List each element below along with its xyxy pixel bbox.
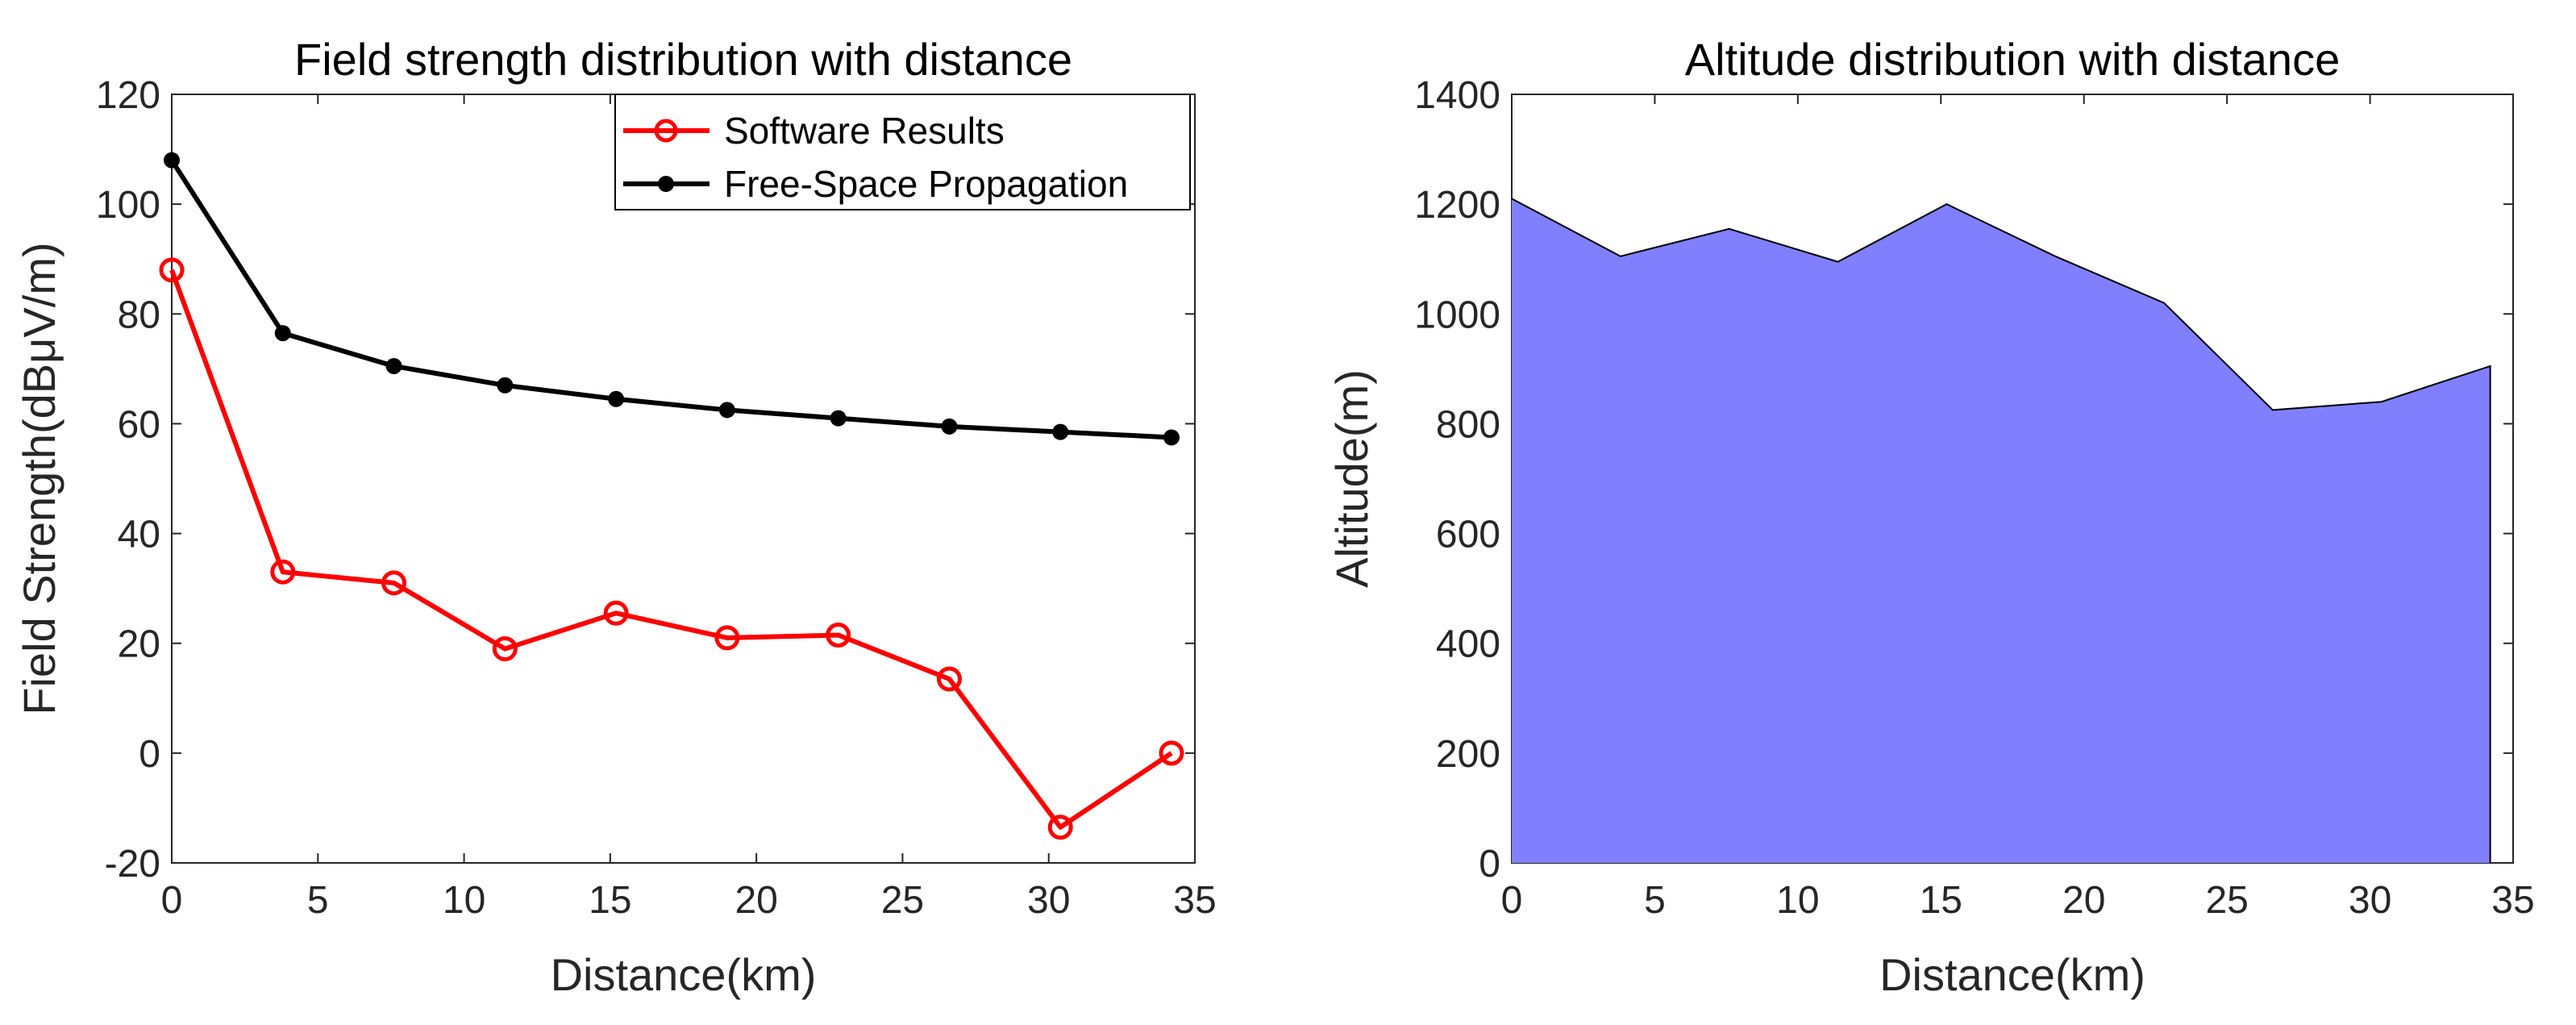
x-tick-label: 0 [1501,879,1523,922]
free-space-point [497,377,514,394]
free-space-point [830,410,847,427]
altitude-outline [1511,198,2491,863]
x-tick-label: 20 [735,879,777,922]
legend: Software Results Free-Space Propagation [614,94,1191,210]
y-tick-label: 1200 [1414,184,1500,227]
altitude-chart: Altitude distribution with distance Dist… [1326,34,2535,1000]
plot-marks [1511,198,2491,864]
y-tick-label: 400 [1436,623,1500,666]
software-results-point [1047,815,1073,840]
plot-marks [159,152,1184,840]
y-tick-label: 1400 [1414,74,1500,117]
y-tick-label: 600 [1436,514,1500,556]
altitude-area [1512,198,2491,864]
x-tick-label: 10 [1776,879,1819,922]
software-results-point [159,257,185,283]
free-space-point [1163,429,1180,446]
legend-software-label: Software Results [724,110,1005,152]
free-space-point [274,325,291,342]
x-tick-label: 25 [881,879,924,922]
software-results-point [603,600,629,626]
x-tick-label: 5 [1644,879,1666,922]
x-tick-label: 5 [307,879,329,922]
free-space-point [718,402,735,419]
y-tick-label: 100 [96,184,160,227]
field-strength-chart: Field strength distribution with distanc… [14,34,1217,1000]
y-axis-label: Field Strength(dBμV/m) [14,242,65,715]
y-tick-label: 0 [1479,843,1500,885]
y-tick-label: 120 [96,74,160,117]
free-space-point [164,152,180,169]
ticks: 0 5 10 15 20 25 30 35 0 200 400 600 800 1000 1200 1400 [1414,74,2534,922]
software-results-point [826,623,851,648]
legend-freespace-label: Free-Space Propagation [724,163,1128,205]
x-tick-label: 25 [2205,879,2248,922]
software-results-point [714,625,740,651]
x-tick-label: 35 [1173,879,1216,922]
software-results-point [936,666,962,692]
chart-title: Field strength distribution with distanc… [294,34,1072,85]
x-tick-label: 15 [589,879,631,922]
software-results-line [169,269,1173,830]
legend-box [614,94,1191,210]
free-space-point [1052,423,1069,440]
x-axis-label: Distance(km) [1879,949,2145,1000]
y-tick-label: -20 [105,843,160,885]
free-space-point [385,357,402,374]
x-tick-label: 20 [2062,879,2105,922]
x-tick-label: 30 [2349,879,2391,922]
x-tick-label: 35 [2491,879,2534,922]
legend-software-marker [654,119,678,143]
x-tick-label: 30 [1027,879,1070,922]
software-results-point [381,570,407,596]
x-tick-label: 15 [1920,879,1962,922]
y-tick-label: 60 [118,403,160,446]
free-space-point [608,390,625,407]
software-results-point [492,636,518,662]
y-tick-label: 80 [118,294,160,336]
software-results-point [1159,740,1184,766]
free-space-point [941,418,958,435]
y-tick-label: 20 [118,623,160,666]
chart-title: Altitude distribution with distance [1685,34,2340,85]
y-tick-label: 800 [1436,403,1500,446]
y-tick-label: 0 [139,733,160,776]
y-tick-label: 40 [118,514,160,556]
legend-freespace-marker [658,176,674,192]
y-axis-label: Altitude(m) [1326,369,1377,588]
x-axis-label: Distance(km) [551,949,817,1000]
y-tick-label: 1000 [1414,294,1500,336]
x-tick-label: 10 [443,879,485,922]
software-results-point [270,559,296,585]
y-tick-label: 200 [1436,733,1500,776]
free-space-line [169,159,1172,440]
x-tick-label: 0 [161,879,183,922]
